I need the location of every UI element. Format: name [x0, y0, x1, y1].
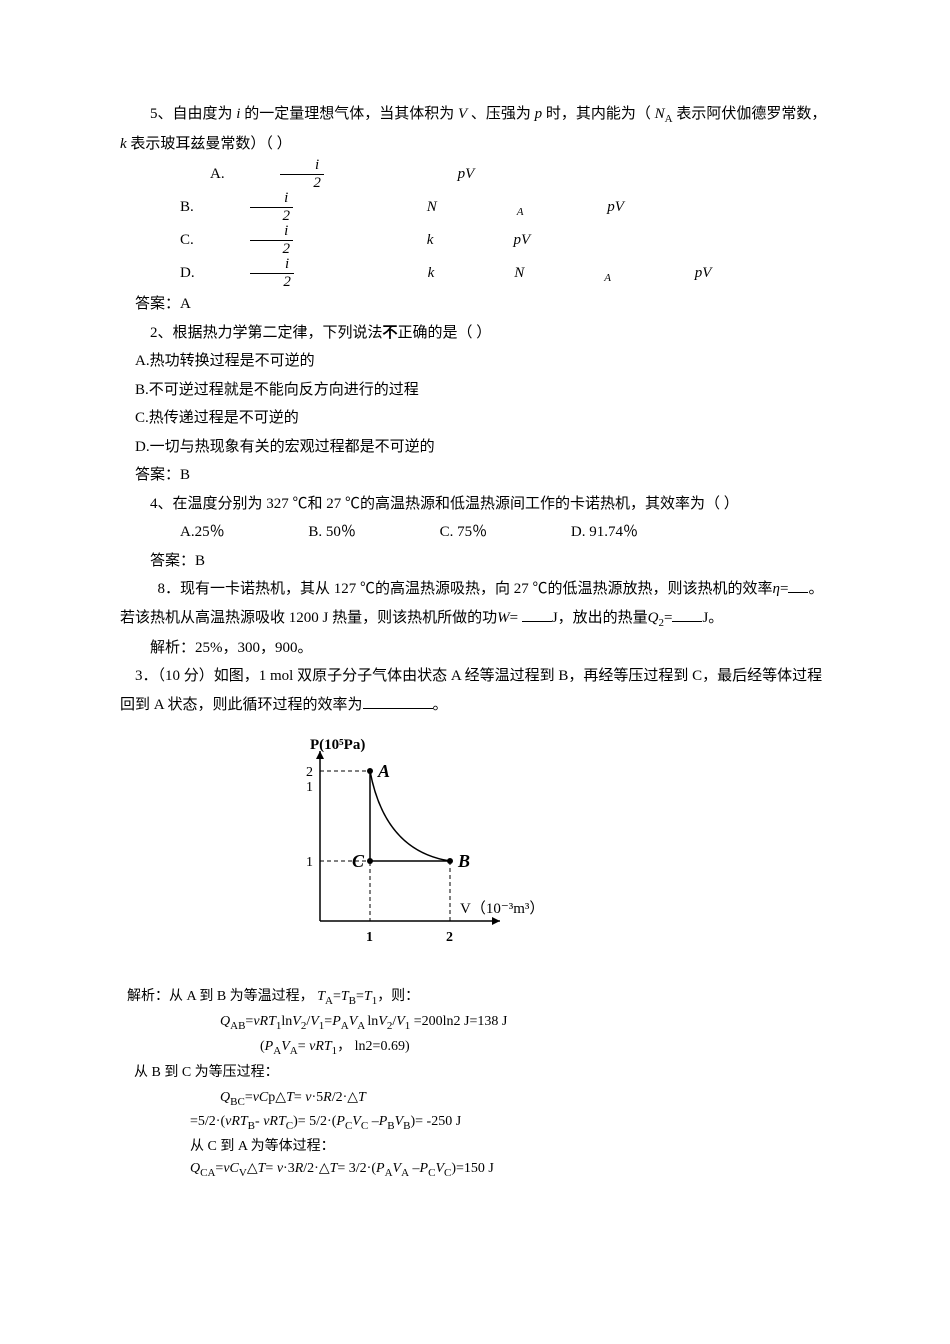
q3-sol-bc: 从 B 到 C 为等压过程： — [120, 1060, 830, 1087]
svg-text:P(10⁵Pa): P(10⁵Pa) — [310, 737, 365, 753]
q2-optD: D.一切与热现象有关的宏观过程都是不可逆的 — [120, 433, 830, 462]
q2-optC: C.热传递过程是不可逆的 — [120, 404, 830, 433]
svg-text:1: 1 — [366, 930, 373, 945]
q4-optA: A.25％ — [150, 518, 225, 547]
q5-answer: 答案：A — [120, 290, 830, 319]
q2-text: 2、根据热力学第二定律，下列说法不正确的是（ ） — [120, 319, 830, 348]
q2-optA: A.热功转换过程是不可逆的 — [120, 347, 830, 376]
q5-optB: B. i2 NA pV — [120, 191, 674, 224]
svg-text:1: 1 — [306, 855, 313, 870]
blank-eta — [788, 577, 808, 593]
q2-optB: B.不可逆过程就是不能向反方向进行的过程 — [120, 376, 830, 405]
q4-optD: D. 91.74％ — [541, 518, 638, 547]
q8-text: 8．现有一卡诺热机，其从 127 ℃的高温热源吸热，向 27 ℃的低温热源放热，… — [120, 575, 830, 633]
q3-sol-ab: 解析：从 A 到 B 为等温过程， TA=TB=T1，则： — [120, 984, 830, 1012]
pv-svg: ABCP(10⁵Pa)V（10⁻³m³）21112 — [260, 731, 540, 961]
svg-text:A: A — [377, 761, 390, 781]
q5-text: 5、自由度为 i 的一定量理想气体，当其体积为 V 、压强为 p 时，其内能为（… — [120, 100, 830, 158]
svg-text:2: 2 — [306, 765, 313, 780]
q4-optC: C. 75％ — [410, 518, 488, 547]
blank-Q2 — [672, 606, 702, 622]
svg-text:B: B — [457, 851, 470, 871]
q8-solution: 解析：25%，300，900。 — [120, 634, 830, 663]
svg-text:1: 1 — [306, 780, 313, 795]
q3-sol-ca: 从 C 到 A 为等体过程： — [120, 1136, 830, 1158]
q3-calc2-line2: =5/2·(νRTB- νRTC)= 5/2·(PCVC –PBVB)= -25… — [120, 1111, 830, 1135]
q4-optB: B. 50％ — [278, 518, 356, 547]
svg-text:2: 2 — [446, 930, 453, 945]
q4-text: 4、在温度分别为 327 ℃和 27 ℃的高温热源和低温热源间工作的卡诺热机，其… — [120, 490, 830, 519]
q4-options: A.25％ B. 50％ C. 75％ D. 91.74％ — [120, 518, 830, 547]
q5-optD: D. i2 kNA pV — [120, 257, 761, 290]
q3-calc2: QBC=νCp△T= ν·5R/2·△T — [120, 1087, 830, 1111]
svg-text:V（10⁻³m³）: V（10⁻³m³） — [460, 900, 540, 917]
q3-calc1: QAB=νRT1lnV2/V1=PAVA lnV2/V1 =200ln2 J=1… — [120, 1011, 830, 1035]
blank-W — [522, 606, 552, 622]
svg-text:C: C — [352, 851, 365, 871]
q5-options: A. i2 pV B. i2 NA pV C. i2 kpV D. i2 kNA… — [120, 158, 830, 290]
q3-text: 3．（10 分）如图，1 mol 双原子分子气体由状态 A 经等温过程到 B，再… — [120, 662, 830, 719]
q2-answer: 答案：B — [120, 461, 830, 490]
q3-calc1-note: (PAVA= νRT1， ln2=0.69) — [120, 1036, 830, 1060]
blank-efficiency — [363, 693, 433, 709]
pv-diagram: ABCP(10⁵Pa)V（10⁻³m³）21112 — [260, 731, 830, 972]
q5-optC: C. i2 kpV — [120, 224, 580, 257]
q4-answer: 答案：B — [120, 547, 830, 576]
q3-calc3: QCA=νCV△T= ν·3R/2·△T= 3/2·(PAVA –PCVC)=1… — [120, 1158, 830, 1182]
q5-optA: A. i2 pV — [150, 158, 524, 191]
